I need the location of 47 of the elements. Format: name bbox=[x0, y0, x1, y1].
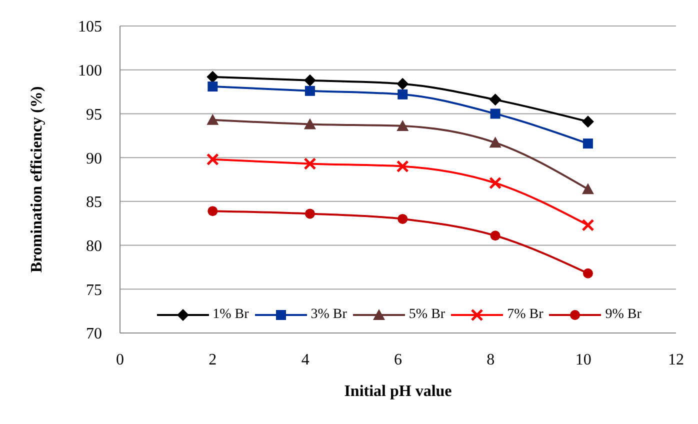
point bbox=[396, 120, 409, 131]
y-tick-label: 75 bbox=[86, 282, 102, 299]
point bbox=[304, 208, 315, 219]
point bbox=[489, 136, 502, 148]
point bbox=[398, 89, 408, 100]
point bbox=[490, 230, 500, 241]
y-tick-label: 80 bbox=[86, 238, 102, 255]
x-tick-label: 2 bbox=[208, 351, 217, 368]
x-tick-label: 10 bbox=[575, 351, 592, 368]
point bbox=[208, 82, 218, 92]
point bbox=[582, 268, 593, 278]
x-tick-label: 4 bbox=[301, 351, 310, 368]
legend-label: 5% Br bbox=[408, 307, 446, 323]
point bbox=[490, 108, 500, 119]
point bbox=[396, 78, 409, 90]
x-tick-label: 6 bbox=[394, 351, 402, 368]
point bbox=[206, 114, 219, 125]
point bbox=[206, 153, 219, 166]
point bbox=[398, 214, 408, 224]
y-tick-label: 90 bbox=[86, 150, 102, 168]
y-tick-label: 100 bbox=[78, 62, 102, 80]
x-tick-label: 8 bbox=[486, 351, 495, 368]
y-tick-label: 95 bbox=[86, 106, 102, 124]
legend-label: 7% Br bbox=[507, 307, 544, 323]
x-tick-label: 12 bbox=[668, 351, 684, 368]
point bbox=[582, 138, 593, 149]
point bbox=[489, 94, 502, 106]
point bbox=[582, 183, 594, 194]
legend-label: 1% Br bbox=[212, 307, 249, 323]
x-axis-title: Initial pH value bbox=[344, 383, 452, 400]
point bbox=[489, 176, 502, 190]
point bbox=[396, 160, 409, 173]
point bbox=[208, 206, 218, 216]
y-tick-label: 70 bbox=[86, 326, 102, 343]
point bbox=[304, 157, 316, 170]
point bbox=[304, 86, 315, 96]
point bbox=[304, 118, 316, 130]
legend-label: 3% Br bbox=[310, 307, 347, 323]
y-axis-title: Bromination efficiency (%) bbox=[28, 86, 46, 273]
point bbox=[582, 116, 594, 128]
y-tick-label: 105 bbox=[78, 18, 102, 36]
y-tick-label: 85 bbox=[86, 194, 102, 212]
point bbox=[304, 74, 316, 86]
legend-label: 9% Br bbox=[605, 307, 642, 323]
point bbox=[582, 218, 594, 232]
point bbox=[206, 70, 219, 83]
x-tick-label: 0 bbox=[116, 351, 124, 368]
